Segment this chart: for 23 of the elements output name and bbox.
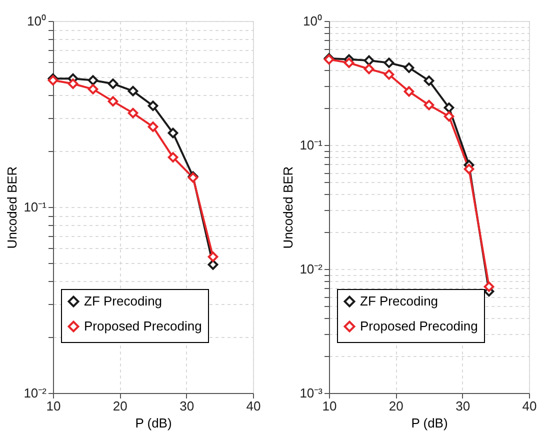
y-axis-title: Uncoded BER	[4, 166, 20, 249]
x-tick-label: 40	[522, 398, 537, 414]
legend-label: Proposed Precoding	[84, 318, 202, 334]
x-tick-label: 10	[46, 398, 61, 414]
x-axis-title: P (dB)	[411, 416, 448, 430]
x-tick-label: 10	[322, 398, 337, 414]
x-tick-label: 30	[456, 398, 470, 414]
y-tick-label: 10⁻¹	[300, 138, 324, 152]
x-axis-title: P (dB)	[135, 416, 172, 430]
legend-label: Proposed Precoding	[360, 318, 478, 334]
y-tick-label: 10⁻³	[300, 386, 324, 400]
y-axis-title: Uncoded BER	[280, 166, 296, 249]
legend-label: ZF Precoding	[360, 294, 438, 308]
y-tick-label: 10⁻²	[24, 386, 48, 400]
y-tick-label: 10⁻²	[300, 262, 324, 276]
y-tick-label: 10⁻¹	[24, 200, 48, 214]
x-tick-label: 20	[112, 398, 128, 414]
x-tick-label: 30	[180, 398, 194, 414]
legend-label: ZF Precoding	[84, 294, 162, 308]
y-tick-label: 10⁰	[303, 14, 322, 28]
x-tick-label: 20	[388, 398, 404, 414]
y-tick-label: 10⁰	[27, 14, 46, 28]
x-tick-label: 40	[246, 398, 261, 414]
